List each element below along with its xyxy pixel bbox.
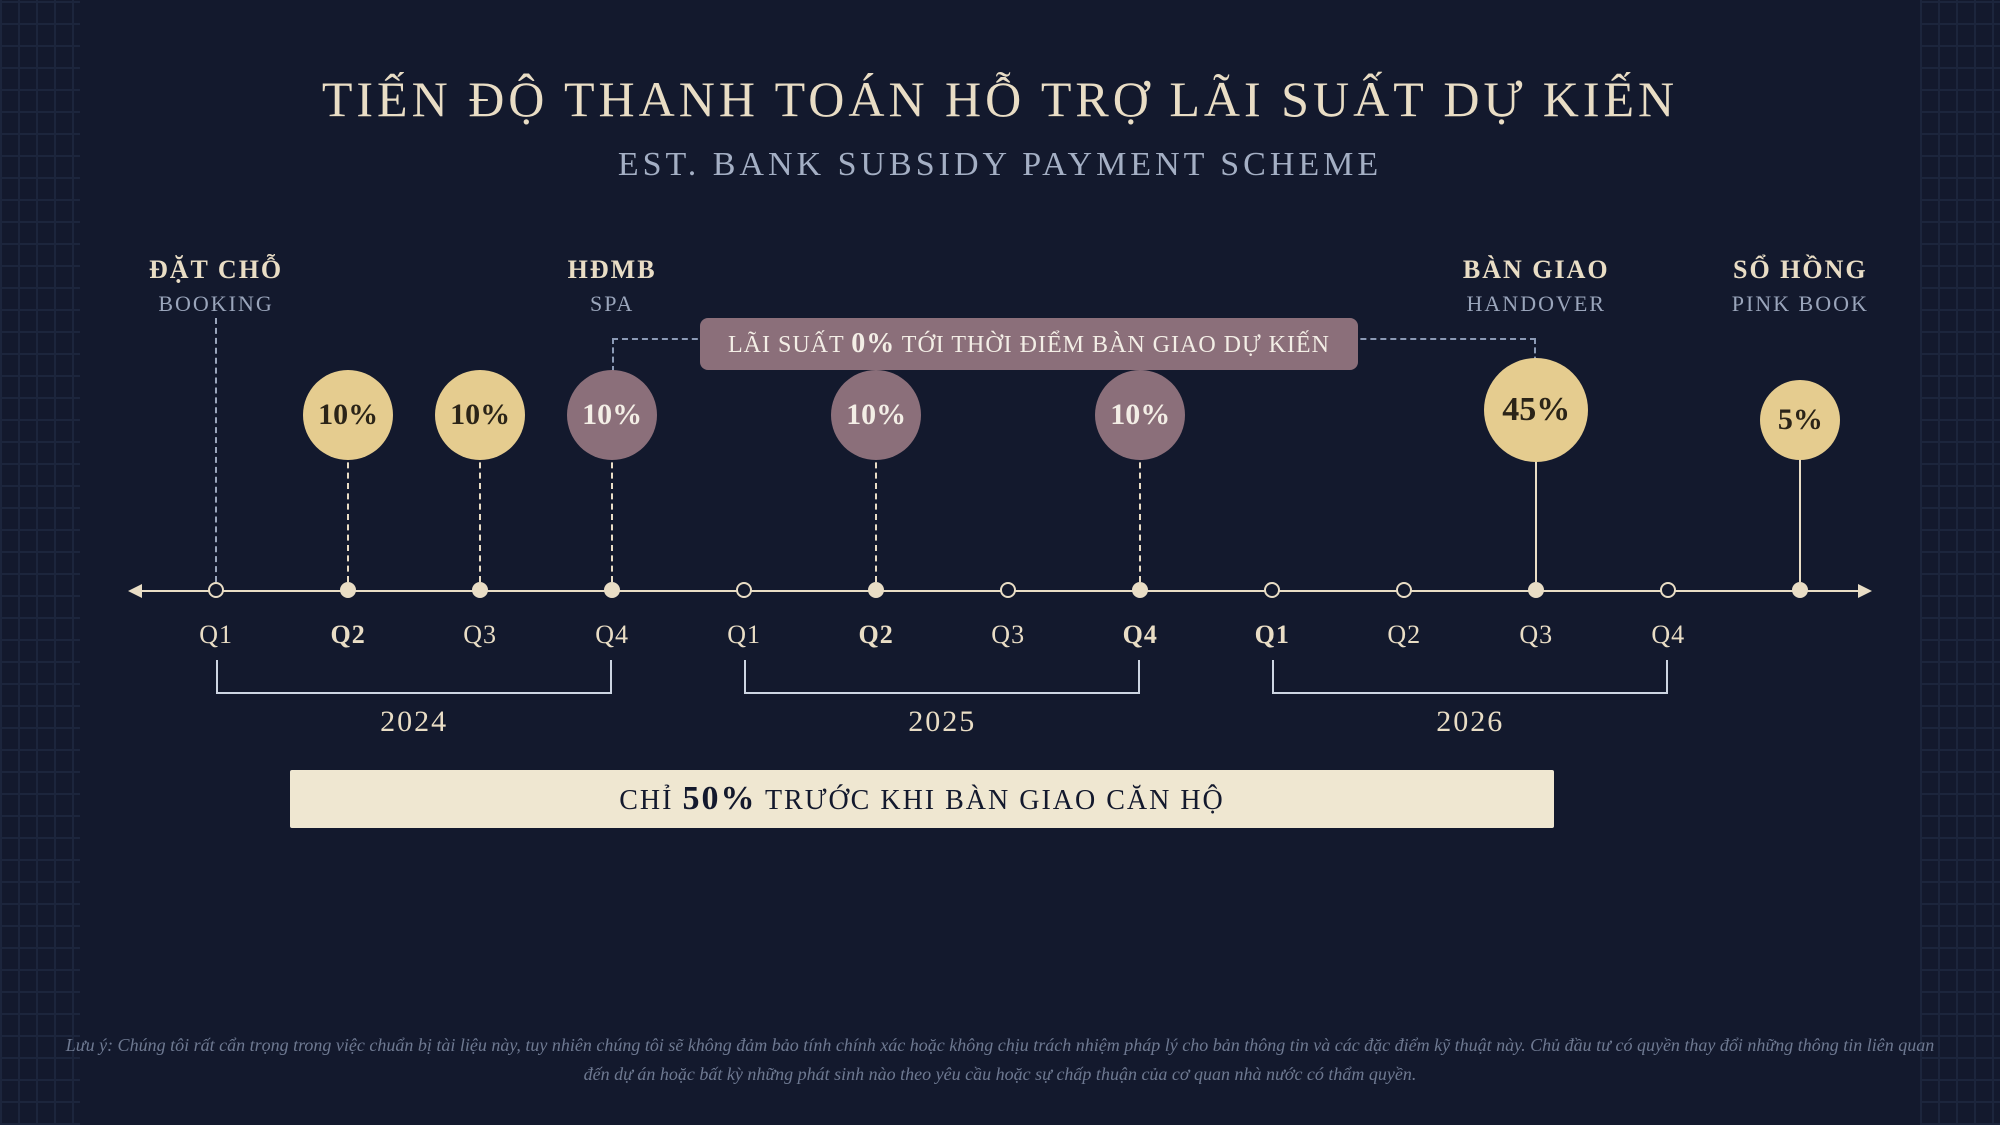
milestone-label-en: PINK BOOK [1680,291,1920,317]
milestone-label-vn: BÀN GIAO [1416,255,1656,285]
milestone: HĐMB SPA [492,255,732,317]
quarter-label: Q2 [859,620,894,650]
quarter-label: Q3 [463,620,497,650]
bubble-connector [1535,452,1537,582]
year-bracket [744,660,1140,694]
year-label: 2024 [380,705,448,739]
milestone-label-vn: HĐMB [492,255,732,285]
milestone: BÀN GIAO HANDOVER [1416,255,1656,317]
disclaimer: Lưu ý: Chúng tôi rất cẩn trọng trong việ… [60,1031,1940,1089]
summary-post: TRƯỚC KHI BÀN GIAO CĂN HỘ [756,785,1224,816]
year-bracket [1272,660,1668,694]
summary-bold: 50% [682,780,756,817]
quarter-label: Q2 [1387,620,1421,650]
bubble-connector [875,452,877,582]
tick-dot-icon [340,582,356,598]
interest-text-pre: LÃI SUẤT [728,332,851,358]
tick-dot-icon [868,582,884,598]
quarter-label: Q4 [1123,620,1158,650]
year-label: 2026 [1436,705,1504,739]
interest-box: LÃI SUẤT 0% TỚI THỜI ĐIỂM BÀN GIAO DỰ KI… [700,318,1358,370]
axis-arrow-right-icon [1858,584,1872,598]
title-block: TIẾN ĐỘ THANH TOÁN HỖ TRỢ LÃI SUẤT DỰ KI… [0,70,2000,184]
tick-dot-icon [604,582,620,598]
quarter-label: Q1 [727,620,761,650]
bubble-connector [1799,452,1801,582]
bubble-connector [347,452,349,582]
tick-dot-icon [736,582,752,598]
bubble-connector [1139,452,1141,582]
payment-bubble: 10% [567,370,657,460]
quarter-label: Q4 [1651,620,1685,650]
tick-dot-icon [1132,582,1148,598]
milestone: ĐẶT CHỖ BOOKING [96,255,336,317]
summary-pre: CHỈ [619,785,682,816]
milestone-label-vn: SỔ HỒNG [1680,255,1920,285]
milestone-label-en: BOOKING [96,291,336,317]
year-bracket [216,660,612,694]
payment-bubble: 10% [303,370,393,460]
milestone-label-en: SPA [492,291,732,317]
tick-dot-icon [472,582,488,598]
title-vn: TIẾN ĐỘ THANH TOÁN HỖ TRỢ LÃI SUẤT DỰ KI… [0,70,2000,128]
interest-text-post: TỚI THỜI ĐIỂM BÀN GIAO DỰ KIẾN [895,332,1330,358]
payment-bubble: 45% [1484,358,1588,462]
summary-bar: CHỈ 50% TRƯỚC KHI BÀN GIAO CĂN HỘ [290,770,1554,828]
quarter-label: Q1 [199,620,233,650]
quarter-label: Q1 [1255,620,1290,650]
quarter-label: Q2 [330,620,365,650]
quarter-label: Q3 [1519,620,1553,650]
axis-arrow-left-icon [128,584,142,598]
milestone-label-vn: ĐẶT CHỖ [96,255,336,285]
year-label: 2025 [908,705,976,739]
tick-dot-icon [1396,582,1412,598]
payment-bubble: 10% [831,370,921,460]
title-en: EST. BANK SUBSIDY PAYMENT SCHEME [0,146,2000,184]
milestone-stem [215,318,217,582]
interest-text-bold: 0% [851,328,895,359]
tick-dot-icon [1000,582,1016,598]
tick-dot-icon [1264,582,1280,598]
tick-dot-icon [1528,582,1544,598]
quarter-label: Q4 [595,620,629,650]
payment-bubble: 10% [435,370,525,460]
milestone: SỔ HỒNG PINK BOOK [1680,255,1920,317]
tick-dot-icon [1792,582,1808,598]
tick-dot-icon [1660,582,1676,598]
bubble-connector [479,452,481,582]
payment-bubble: 5% [1760,380,1840,460]
bubble-connector [611,452,613,582]
tick-dot-icon [208,582,224,598]
payment-bubble: 10% [1095,370,1185,460]
quarter-label: Q3 [991,620,1025,650]
milestone-label-en: HANDOVER [1416,291,1656,317]
